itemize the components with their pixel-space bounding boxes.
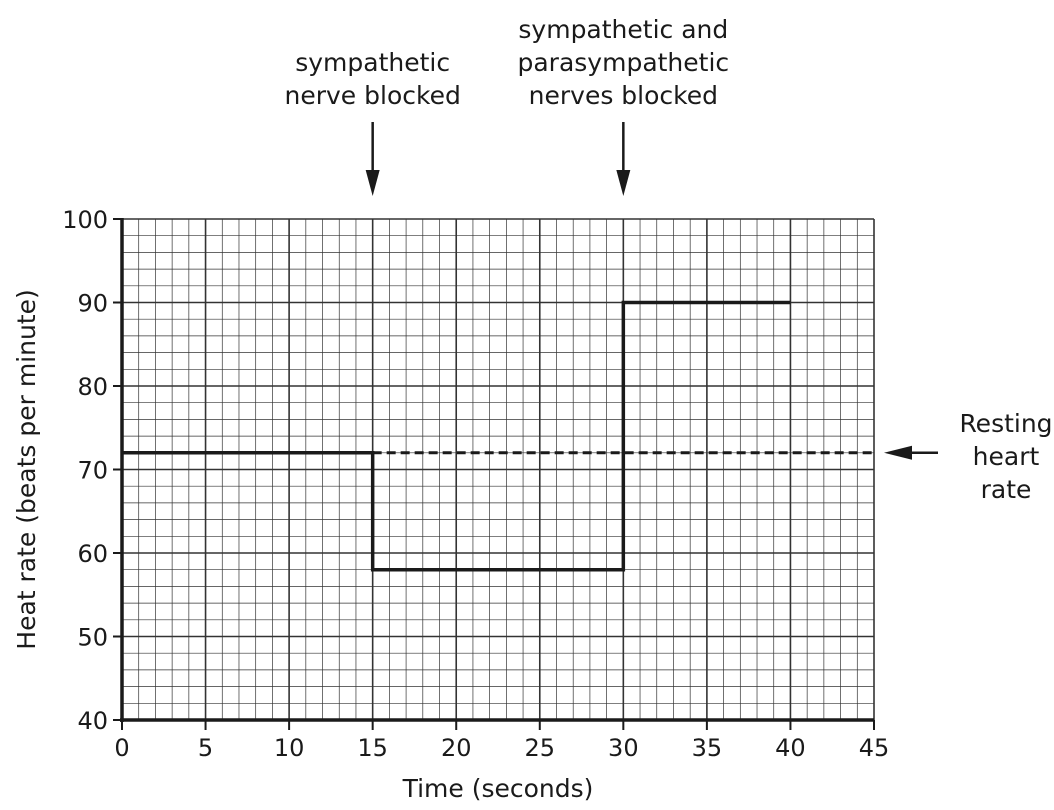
annotation-arrow-head — [616, 170, 631, 196]
annotations: sympathetic nerve blocked sympathetic and p… — [285, 15, 1053, 504]
axes — [113, 218, 875, 730]
series-group — [122, 300, 874, 572]
y-tick-label: 90 — [77, 290, 108, 318]
y-tick-label: 70 — [77, 457, 108, 485]
reference-label-text: Resting — [959, 409, 1052, 438]
reference-label-text: heart — [973, 442, 1040, 471]
x-tick-label: 35 — [692, 734, 723, 762]
grid — [121, 218, 875, 721]
x-tick-label: 30 — [608, 734, 639, 762]
annotation-text: sympathetic and — [518, 15, 728, 44]
y-axis-title: Heat rate (beats per minute) — [12, 289, 41, 649]
annotation-arrow-head — [365, 170, 380, 196]
y-tick-label: 100 — [62, 206, 108, 234]
reference-arrow-head — [884, 445, 912, 460]
x-tick-label: 25 — [525, 734, 556, 762]
annotation-text: parasympathetic — [517, 48, 729, 77]
x-tick-label: 20 — [441, 734, 472, 762]
x-tick-label: 5 — [198, 734, 213, 762]
x-tick-label: 15 — [357, 734, 388, 762]
y-tick-label: 40 — [77, 707, 108, 735]
x-tick-label: 40 — [775, 734, 806, 762]
heart-rate-line — [122, 300, 791, 572]
x-tick-label: 0 — [114, 734, 129, 762]
annotation-text: nerve blocked — [285, 81, 461, 110]
tick-labels: 0 5 10 15 20 25 30 35 40 45 40 50 60 70 80 90 100 — [62, 206, 889, 762]
x-tick-label: 10 — [274, 734, 305, 762]
y-tick-label: 50 — [77, 624, 108, 652]
annotation-text: nerves blocked — [529, 81, 718, 110]
y-tick-label: 80 — [77, 373, 108, 401]
annotation-text: sympathetic — [295, 48, 450, 77]
reference-label-text: rate — [981, 475, 1032, 504]
x-axis-title: Time (seconds) — [402, 774, 594, 803]
x-tick-label: 45 — [859, 734, 890, 762]
y-tick-label: 60 — [77, 540, 108, 568]
